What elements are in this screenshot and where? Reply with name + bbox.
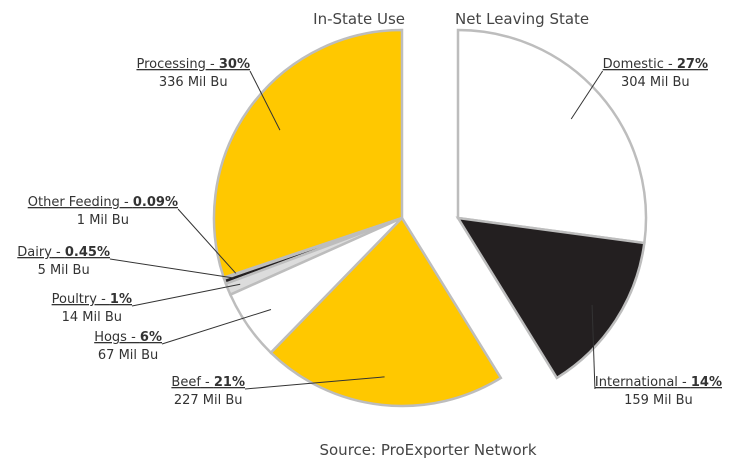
amount-label: 304 Mil Bu <box>621 75 690 90</box>
value-label: 27% <box>677 57 708 72</box>
leader-line <box>244 376 385 390</box>
leader-line <box>570 70 604 120</box>
leader-line <box>109 258 234 279</box>
separator: - <box>678 375 691 390</box>
value-label: 1% <box>110 292 132 307</box>
pie-slice <box>269 215 503 408</box>
category-name: Processing <box>136 57 205 72</box>
group-title: Net Leaving State <box>455 10 589 28</box>
slice-label: Other Feeding - 0.09% <box>28 195 178 210</box>
category-name: Other Feeding <box>28 195 120 210</box>
amount-label: 67 Mil Bu <box>98 348 158 363</box>
value-label: 30% <box>219 57 250 72</box>
separator: - <box>206 57 219 72</box>
separator: - <box>52 245 65 260</box>
amount-label: 159 Mil Bu <box>624 393 693 408</box>
value-label: 0.45% <box>65 245 110 260</box>
value-label: 21% <box>214 375 245 390</box>
category-name: Beef <box>171 375 201 390</box>
slice-label: International - 14% <box>595 375 722 390</box>
leader-line <box>177 208 237 275</box>
leader-line <box>591 304 596 390</box>
category-name: International <box>595 375 678 390</box>
value-label: 6% <box>140 330 162 345</box>
value-label: 14% <box>691 375 722 390</box>
pie-slice <box>456 28 648 245</box>
slice-label: Processing - 30% <box>136 57 250 72</box>
source: Source: ProExporter Network <box>319 441 536 459</box>
slice-label: Domestic - 27% <box>603 57 708 72</box>
slice-label: Poultry - 1% <box>52 292 132 307</box>
amount-label: 336 Mil Bu <box>159 75 228 90</box>
pie-slice <box>212 28 404 280</box>
amount-label: 1 Mil Bu <box>77 213 129 228</box>
category-name: Poultry <box>52 292 98 307</box>
category-name: Hogs <box>94 330 127 345</box>
slice-label: Beef - 21% <box>171 375 245 390</box>
separator: - <box>664 57 677 72</box>
group-title: In-State Use <box>313 10 405 28</box>
category-name: Domestic <box>603 57 664 72</box>
leader-line <box>249 70 281 131</box>
slice-label: Hogs - 6% <box>94 330 162 345</box>
amount-label: 227 Mil Bu <box>174 393 243 408</box>
separator: - <box>127 330 140 345</box>
leader-line <box>161 308 272 345</box>
separator: - <box>201 375 214 390</box>
separator: - <box>97 292 110 307</box>
category-name: Dairy <box>17 245 52 260</box>
leader-line <box>131 283 241 307</box>
value-label: 0.09% <box>133 195 178 210</box>
amount-label: 14 Mil Bu <box>62 310 122 325</box>
slice-label: Dairy - 0.45% <box>17 245 110 260</box>
amount-label: 5 Mil Bu <box>38 263 90 278</box>
separator: - <box>120 195 133 210</box>
pie-slice <box>455 216 646 380</box>
